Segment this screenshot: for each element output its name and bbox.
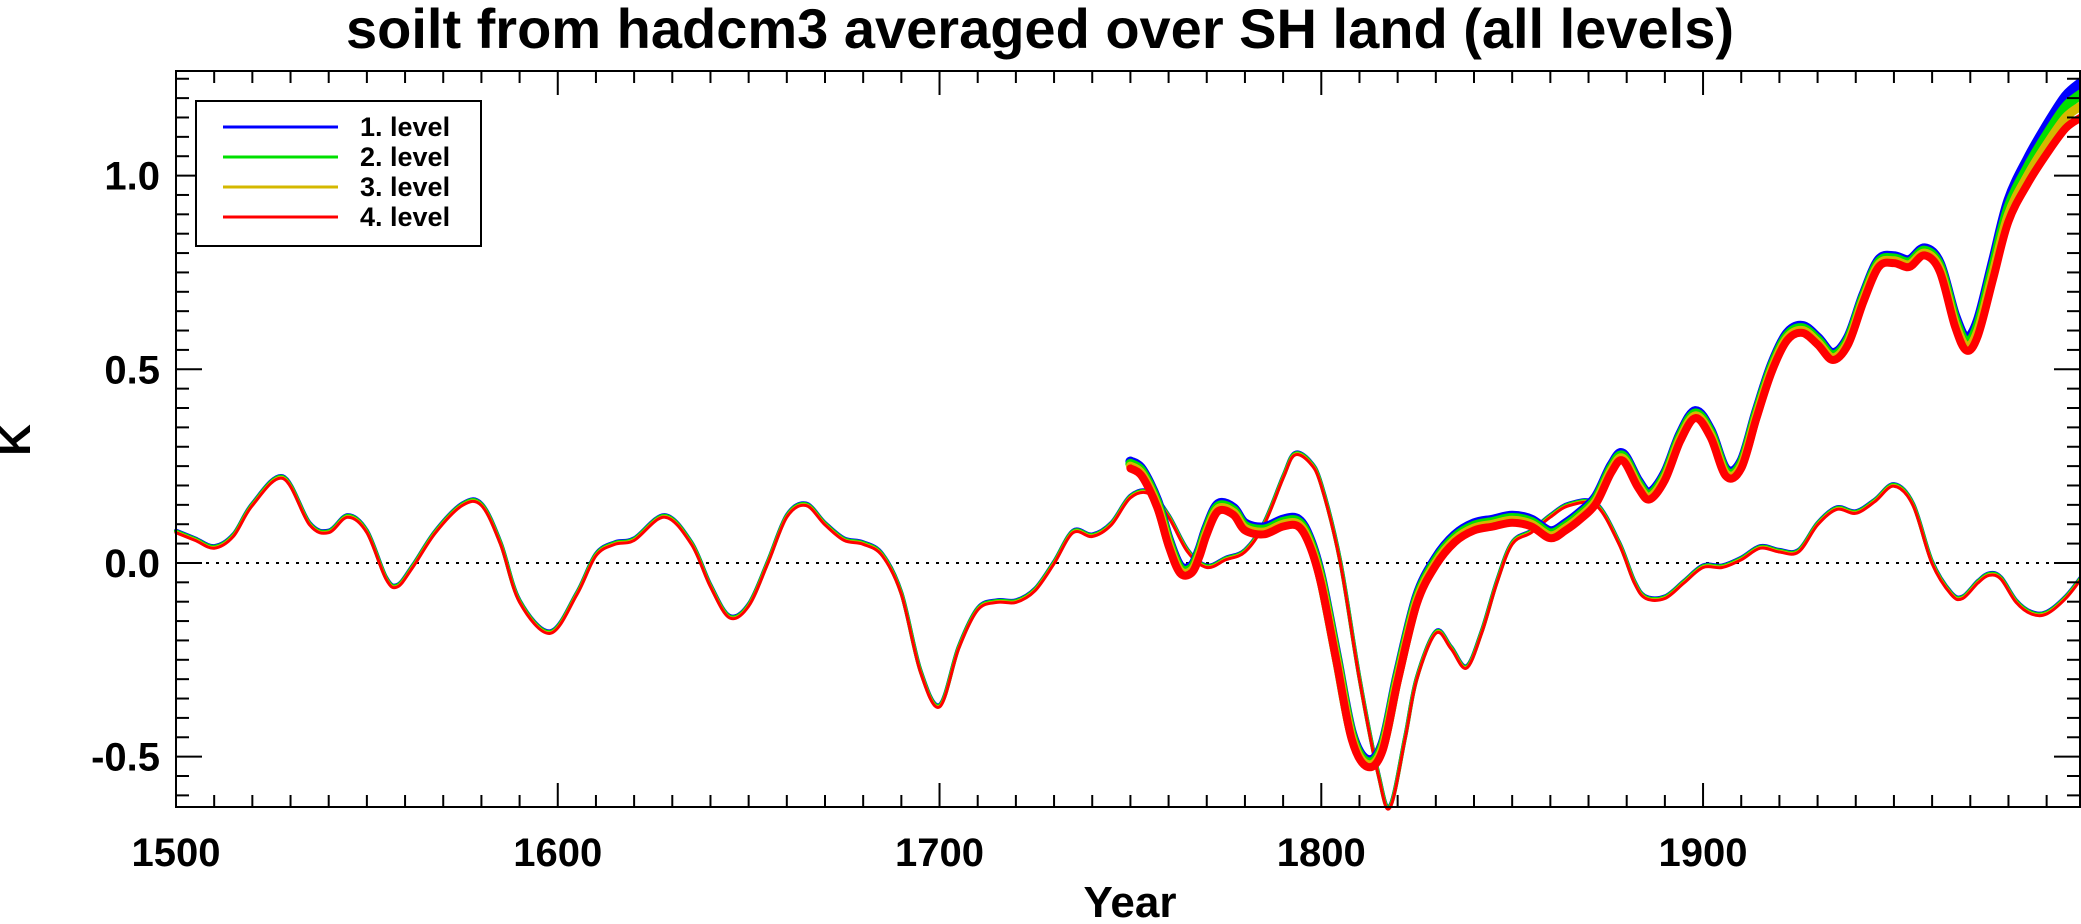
series-line-thick-3: [1125, 101, 2081, 770]
series-line-thick-4: [1126, 113, 2081, 772]
legend-label-1: 1. level: [360, 112, 450, 142]
legend-label-2: 2. level: [360, 142, 450, 172]
legend-label-3: 3. level: [360, 172, 450, 202]
x-axis-label: Year: [1084, 878, 1177, 924]
series-lines: [174, 77, 2081, 811]
legend-label-4: 4. level: [360, 202, 450, 232]
legend-box: [195, 100, 482, 247]
y-tick-label: -0.5: [91, 736, 160, 780]
chart-title: soilt from hadcm3 averaged over SH land …: [346, 0, 1734, 60]
y-tick-label: 0.0: [104, 542, 160, 586]
x-tick-label: 1900: [1659, 831, 1748, 875]
y-tick-label: 0.5: [104, 348, 160, 392]
plot-frame: [175, 70, 2081, 808]
x-tick-label: 1800: [1277, 831, 1366, 875]
y-tick-label: 1.0: [104, 155, 160, 199]
y-axis-label: K: [0, 424, 40, 456]
series-line-thick-1: [1125, 77, 2081, 766]
axes: 1500 1600 1700 1800 1900 -0.5 0.0 0.5 1.0: [91, 70, 2081, 875]
x-tick-label: 1600: [513, 831, 602, 875]
x-tick-label: 1500: [132, 831, 221, 875]
series-line-thin-4: [174, 453, 2081, 811]
x-tick-label: 1700: [895, 831, 984, 875]
series-line-thick-2: [1125, 89, 2081, 768]
